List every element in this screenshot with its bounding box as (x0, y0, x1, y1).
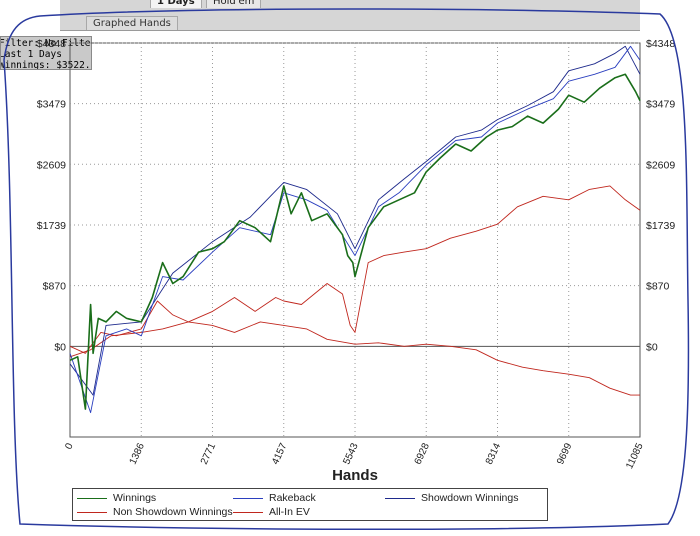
legend-label: Winnings (113, 492, 157, 504)
series-line-winnings (69, 73, 641, 410)
x-tick-label: 11085 (624, 441, 646, 471)
series-layer (69, 45, 641, 414)
legend-label: Rakeback (269, 492, 316, 504)
x-tick-label: 6928 (413, 441, 433, 466)
tab-holdem[interactable]: Hold'em (206, 0, 262, 8)
x-tick-label: 5543 (341, 441, 361, 466)
x-tick-label: 0 (63, 441, 76, 451)
x-tick-label: 4157 (270, 441, 290, 466)
y-tick-label-right: $2609 (646, 159, 675, 171)
y-tick-label-left: $2609 (37, 159, 66, 171)
legend-swatch (77, 511, 107, 513)
y-tick-label-right: $3479 (646, 99, 675, 111)
x-tick-label: 2771 (199, 441, 219, 466)
y-tick-label-left: $870 (43, 281, 67, 293)
tick-layer: 0 1386 2771 4157 5543 6928 8314 9699 11085 $0 $0 $8… (37, 38, 676, 471)
y-tick-label-left: $3479 (37, 99, 66, 111)
legend-label: Non Showdown Winnings (113, 506, 233, 518)
legend-swatch (233, 511, 263, 513)
x-tick-label: 1386 (128, 441, 148, 466)
legend-item-winnings: Winnings (77, 491, 156, 505)
y-tick-label-right: $0 (646, 341, 658, 353)
legend-label: All-In EV (269, 506, 310, 518)
x-tick-label: 9699 (555, 441, 575, 466)
y-tick-label-right: $870 (646, 281, 670, 293)
y-tick-label-left: $4348 (37, 38, 66, 50)
x-axis-label: Hands (332, 467, 378, 484)
y-tick-label-right: $4348 (646, 38, 675, 50)
grid-layer (69, 42, 641, 438)
y-tick-label-left: $1739 (37, 220, 66, 232)
x-tick-label: 8314 (484, 441, 504, 466)
legend-swatch (385, 497, 415, 499)
tab-days[interactable]: 1 Days (150, 0, 202, 8)
series-line-showdown-winnings (69, 45, 641, 396)
chart-legend: Winnings Rakeback Showdown Winnings Non … (72, 488, 548, 521)
series-line-rakeback (69, 45, 641, 414)
series-line-all-in-ev (69, 321, 640, 396)
legend-item-all-in-ev: All-In EV (233, 505, 310, 519)
legend-swatch (77, 497, 107, 499)
legend-swatch (233, 497, 263, 499)
legend-item-showdown: Showdown Winnings (385, 491, 518, 505)
legend-item-non-showdown: Non Showdown Winnings (77, 505, 233, 519)
y-tick-label-right: $1739 (646, 220, 675, 232)
legend-item-rakeback: Rakeback (233, 491, 316, 505)
legend-label: Showdown Winnings (421, 492, 519, 504)
y-tick-label-left: $0 (54, 341, 66, 353)
